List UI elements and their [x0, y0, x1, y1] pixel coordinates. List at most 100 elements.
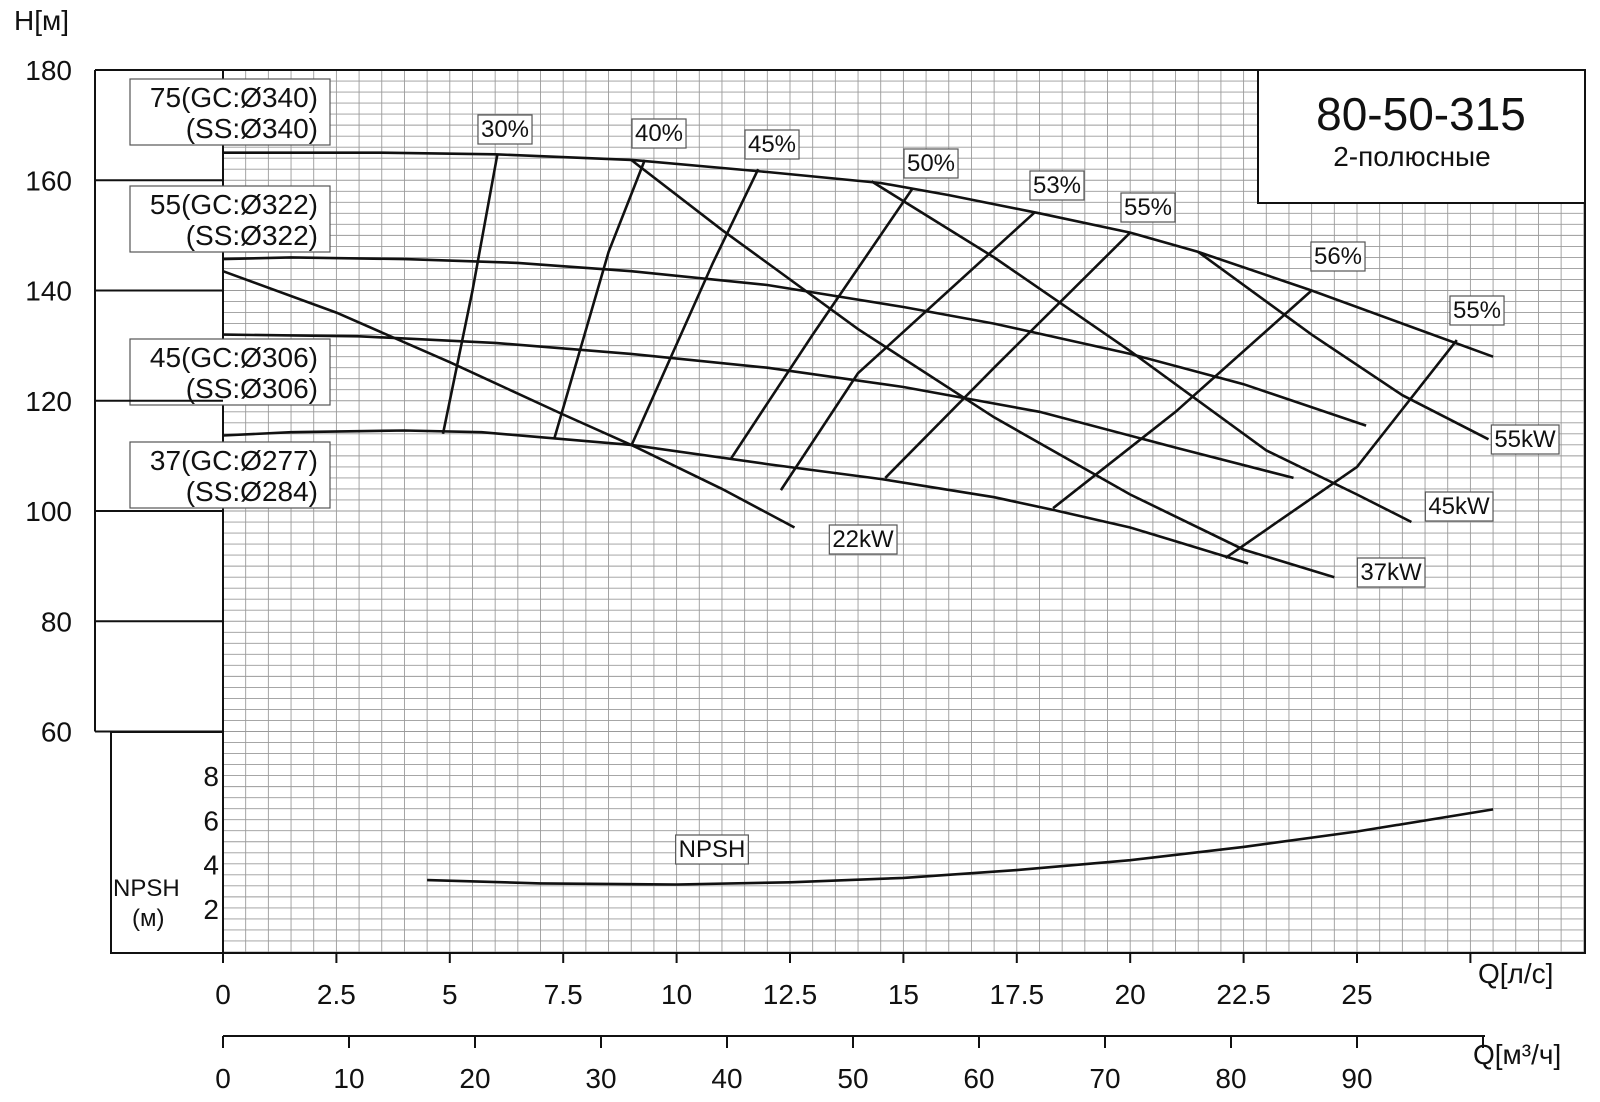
head-curve-label: 37(GC:Ø277) — [150, 445, 318, 476]
efficiency-label: 55% — [1453, 297, 1501, 324]
x-tick-label: 0 — [215, 979, 231, 1010]
x2-tick-label: 40 — [711, 1063, 742, 1094]
x2-axis-label: Q[м³/ч] — [1473, 1039, 1561, 1070]
curves — [222, 151, 1494, 886]
efficiency-label: 45% — [748, 131, 796, 158]
curve-labels: 75(GC:Ø340)(SS:Ø340) 55(GC:Ø322)(SS:Ø322)… — [129, 78, 1560, 865]
x2-tick-label: 20 — [459, 1063, 490, 1094]
power-curve — [222, 269, 796, 529]
model-box — [1257, 69, 1586, 204]
efficiency-curve — [552, 159, 647, 440]
head-curve-label-2: (SS:Ø322) — [186, 220, 318, 251]
x2-tick-label: 80 — [1215, 1063, 1246, 1094]
npsh-axis-unit: (м) — [132, 905, 164, 932]
head-curve-label-2: (SS:Ø284) — [186, 476, 318, 507]
power-label-box — [1490, 424, 1560, 455]
power-curve — [630, 158, 1335, 579]
x-tick-label: 12.5 — [763, 979, 818, 1010]
x2-tick-label: 50 — [837, 1063, 868, 1094]
y-tick-label: 160 — [25, 165, 72, 196]
y-tick-label: 60 — [41, 717, 72, 748]
power-label-box — [1424, 491, 1494, 522]
y-tick-label: 120 — [25, 386, 72, 417]
head-curve-label-box — [129, 338, 331, 406]
y-tick-label: 100 — [25, 496, 72, 527]
efficiency-curve — [729, 187, 914, 460]
npsh-tick-label: 4 — [203, 850, 219, 881]
x-tick-label: 20 — [1115, 979, 1146, 1010]
x-tick-label: 10 — [661, 979, 692, 1010]
head-curve — [222, 256, 1367, 427]
x-tick-label: 22.5 — [1216, 979, 1271, 1010]
x2-tick-label: 0 — [215, 1063, 231, 1094]
head-curve-label: 75(GC:Ø340) — [150, 82, 318, 113]
efficiency-curve — [779, 211, 1036, 491]
efficiency-label: 50% — [907, 150, 955, 177]
model-subtitle: 2-полюсные — [1333, 141, 1491, 172]
x-tick-label: 7.5 — [544, 979, 583, 1010]
x2-tick-label: 30 — [585, 1063, 616, 1094]
efficiency-curve — [630, 168, 760, 447]
x-axis-label: Q[л/с] — [1478, 958, 1553, 989]
grid — [222, 69, 1585, 953]
efficiency-label-box — [1449, 295, 1505, 326]
x2-tick-label: 90 — [1341, 1063, 1372, 1094]
y-tick-label: 80 — [41, 606, 72, 637]
efficiency-label-box — [631, 118, 687, 149]
y-tick-label: 180 — [25, 55, 72, 86]
x-tick-label: 25 — [1341, 979, 1372, 1010]
head-curve-label: 45(GC:Ø306) — [150, 342, 318, 373]
head-curve-label-2: (SS:Ø340) — [186, 113, 318, 144]
npsh-curve-label-box — [675, 834, 749, 865]
y-tick-label: 140 — [25, 276, 72, 307]
efficiency-label-box — [1310, 241, 1366, 272]
power-label-box — [828, 524, 898, 555]
npsh-panel — [110, 731, 224, 954]
npsh-curve-label: NPSH — [679, 836, 746, 863]
x-tick-label: 2.5 — [317, 979, 356, 1010]
power-label: 55kW — [1494, 426, 1556, 453]
x2-tick-label: 70 — [1089, 1063, 1120, 1094]
power-curve — [1197, 250, 1490, 441]
x-tick-label: 15 — [888, 979, 919, 1010]
efficiency-label: 53% — [1033, 172, 1081, 199]
efficiency-label-box — [1029, 170, 1085, 201]
power-label-box — [1356, 557, 1426, 588]
x-tick-label: 17.5 — [990, 979, 1045, 1010]
efficiency-curve — [1052, 289, 1313, 510]
efficiency-label: 56% — [1314, 243, 1362, 270]
efficiency-label-box — [1120, 192, 1176, 223]
x2-tick-label: 60 — [963, 1063, 994, 1094]
npsh-curve — [427, 808, 1494, 886]
efficiency-curve — [884, 231, 1132, 479]
head-curve — [222, 333, 1294, 480]
efficiency-label: 30% — [481, 116, 529, 143]
head-curve-label-box — [129, 78, 331, 146]
power-label: 37kW — [1360, 559, 1422, 586]
head-curve — [222, 429, 1249, 565]
head-curve-label-box — [129, 441, 331, 509]
head-curve-label: 55(GC:Ø322) — [150, 189, 318, 220]
npsh-axis-label: NPSH — [113, 875, 180, 902]
npsh-tick-label: 6 — [203, 805, 219, 836]
efficiency-label: 55% — [1124, 194, 1172, 221]
efficiency-label: 40% — [635, 120, 683, 147]
efficiency-label-box — [903, 148, 959, 179]
y-axis-label: H[м] — [14, 5, 69, 36]
power-label: 22kW — [832, 526, 894, 553]
power-label: 45kW — [1428, 493, 1490, 520]
model-title: 80-50-315 — [1316, 88, 1526, 140]
efficiency-label-box — [477, 114, 533, 145]
efficiency-curve — [1224, 339, 1458, 559]
efficiency-label-box — [744, 129, 800, 160]
x-tick-label: 5 — [442, 979, 458, 1010]
npsh-tick-label: 8 — [203, 761, 219, 792]
head-curve-label-2: (SS:Ø306) — [186, 373, 318, 404]
x2-tick-label: 10 — [333, 1063, 364, 1094]
power-curve — [870, 180, 1412, 524]
npsh-tick-label: 2 — [203, 894, 219, 925]
efficiency-curve — [441, 154, 499, 435]
head-curve-label-box — [129, 185, 331, 253]
